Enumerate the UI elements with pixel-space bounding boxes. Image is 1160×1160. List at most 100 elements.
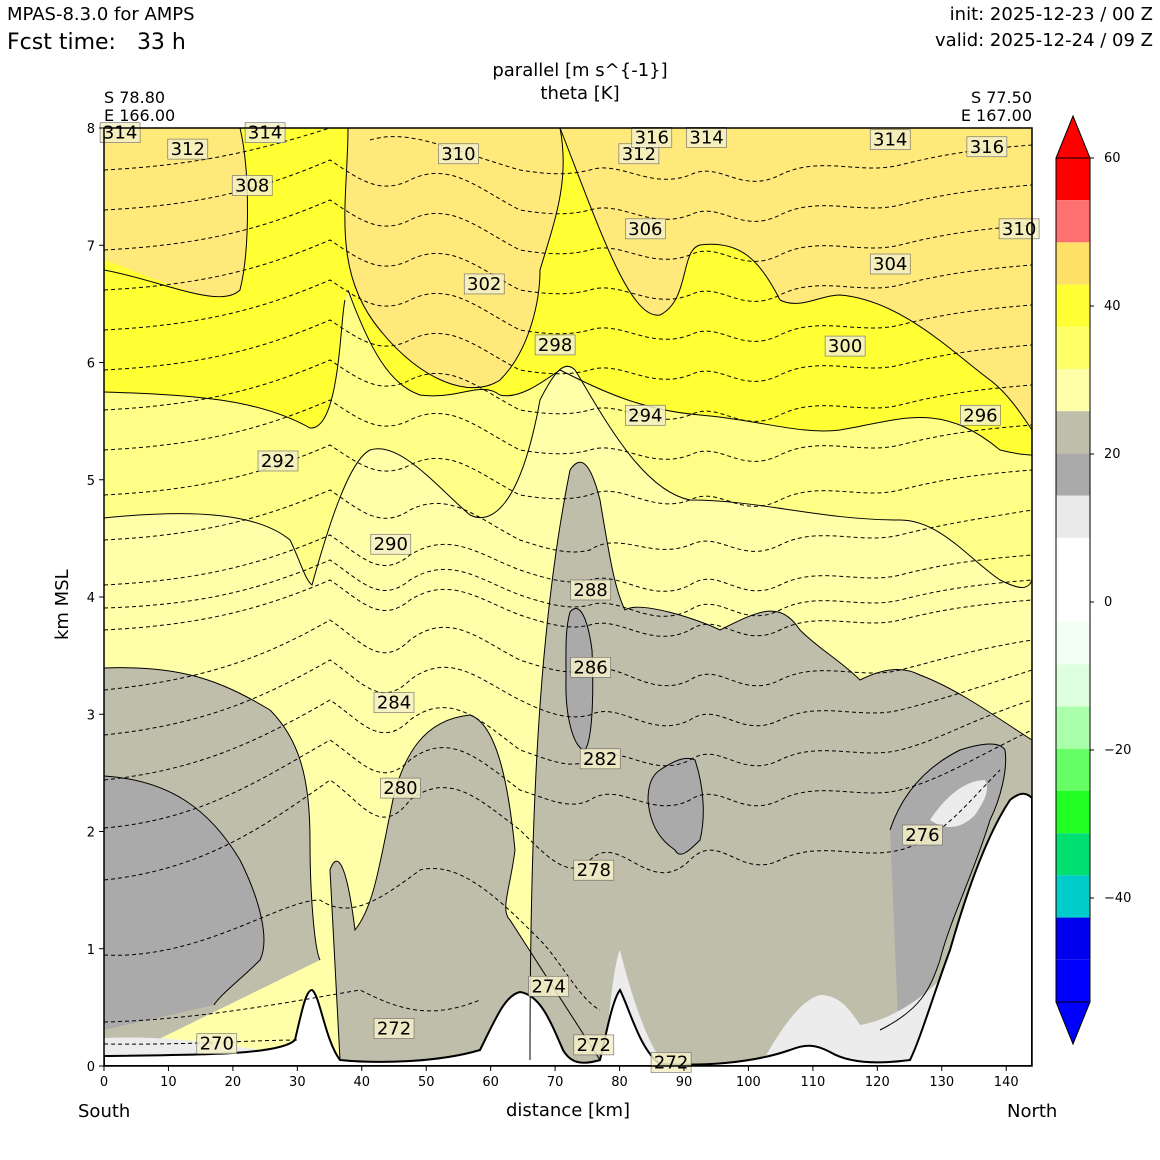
colorbar-swatch (1056, 748, 1090, 791)
colorbar-tick-label: −40 (1104, 891, 1131, 906)
theta-label-box (380, 777, 421, 799)
x-tick-label: 130 (929, 1075, 954, 1090)
theta-label: 274 (531, 976, 565, 997)
theta-label: 316 (970, 137, 1004, 158)
y-tick-label: 6 (87, 357, 95, 372)
colorbar-swatch (1056, 875, 1090, 918)
theta-label: 286 (573, 657, 607, 678)
theta-label: 292 (261, 451, 295, 472)
theta-label-box (528, 975, 569, 997)
theta-label-box (869, 129, 911, 151)
theta-label-box (625, 218, 666, 240)
theta-label: 272 (654, 1052, 688, 1073)
colorbar-swatch (1056, 242, 1090, 285)
theta-label: 308 (235, 175, 269, 196)
x-axis: 0 10 20 30 40 50 60 70 80 90 100 110 120 130 140 (100, 1066, 1019, 1090)
colorbar-swatch (1056, 706, 1090, 749)
theta-label: 314 (873, 130, 907, 151)
x-tick-label: 60 (482, 1075, 499, 1090)
theta-label-box (625, 404, 666, 426)
colorbar-min-arrow (1055, 1001, 1091, 1046)
colorbar-swatch (1056, 833, 1090, 876)
wind-fill-16-north (830, 744, 1006, 1066)
theta-label: 314 (689, 127, 723, 148)
theta-label: 288 (573, 580, 607, 601)
theta-label-box (370, 533, 412, 555)
colorbar: 60 40 20 0 −20 −40 (1055, 114, 1131, 1046)
colorbar-tick-label: 40 (1104, 299, 1121, 314)
end-lon: E 167.00 (960, 106, 1032, 125)
y-tick-label: 8 (87, 122, 95, 137)
theta-label-box (373, 1018, 415, 1039)
theta-label: 272 (577, 1035, 611, 1056)
colorbar-swatch (1056, 917, 1090, 960)
colorbar-swatch (1056, 537, 1090, 580)
colorbar-swatch (1056, 411, 1090, 454)
colorbar-swatch (1056, 791, 1090, 834)
colorbar-tick-label: −20 (1104, 743, 1131, 758)
y-tick-label: 0 (87, 1060, 95, 1075)
forecast-time-label: Fcst time: (7, 30, 116, 55)
colorbar-swatch (1056, 200, 1090, 243)
colorbar-swatch (1056, 158, 1090, 201)
y-tick-label: 5 (87, 474, 95, 489)
theta-label: 310 (441, 144, 475, 165)
theta-label: 272 (377, 1018, 411, 1039)
theta-label: 270 (200, 1034, 234, 1055)
theta-label-box (231, 175, 273, 196)
colorbar-swatch (1056, 622, 1090, 665)
forecast-time-value: 33 h (136, 30, 186, 55)
wind-fill-16-south (104, 776, 264, 1030)
theta-label: 284 (377, 693, 411, 714)
chart-title: parallel [m s^{-1}] (492, 60, 668, 81)
theta-isolines (104, 128, 1032, 1045)
theta-label-box (373, 692, 415, 713)
colorbar-tick-label: 0 (1104, 595, 1112, 610)
y-tick-label: 3 (87, 708, 95, 723)
x-axis-label: distance [km] (506, 1100, 630, 1121)
theta-label: 296 (963, 405, 997, 426)
colorbar-swatch (1056, 326, 1090, 369)
north-label: North (1007, 1101, 1058, 1122)
x-tick-label: 100 (736, 1075, 761, 1090)
theta-label-box (869, 253, 911, 275)
theta-label-box (463, 273, 505, 295)
x-tick-label: 90 (676, 1075, 693, 1090)
south-label: South (78, 1101, 131, 1122)
valid-time: valid: 2025-12-24 / 09 Z (935, 30, 1153, 51)
theta-label-box (438, 143, 479, 165)
chart-subtitle: theta [K] (540, 83, 620, 104)
theta-label-box (579, 748, 621, 770)
theta-label-box (196, 1033, 238, 1055)
x-tick-label: 10 (160, 1075, 177, 1090)
start-lon: E 166.00 (104, 106, 176, 125)
theta-label: 280 (383, 778, 417, 799)
x-tick-label: 0 (100, 1075, 108, 1090)
end-lat: S 77.50 (970, 88, 1032, 107)
theta-label-box (570, 579, 611, 601)
x-tick-label: 40 (354, 1075, 371, 1090)
theta-label-box (824, 335, 866, 357)
colorbar-swatch (1056, 664, 1090, 707)
forecast-time: Fcst time: 33 h (7, 30, 186, 55)
y-tick-label: 4 (87, 591, 95, 606)
theta-label: 300 (828, 336, 862, 357)
x-tick-label: 140 (994, 1075, 1019, 1090)
colorbar-swatch (1056, 959, 1090, 1002)
x-tick-label: 20 (225, 1075, 242, 1090)
x-tick-label: 120 (865, 1075, 890, 1090)
start-lat: S 78.80 (104, 88, 166, 107)
theta-label: 278 (577, 860, 611, 881)
colorbar-swatch (1056, 453, 1090, 496)
init-time: init: 2025-12-23 / 00 Z (949, 4, 1153, 25)
theta-label-box (998, 218, 1040, 240)
colorbar-tick-label: 60 (1104, 151, 1121, 166)
wind-fill-20 (104, 462, 1032, 1066)
colorbar-swatch (1056, 580, 1090, 623)
x-tick-label: 30 (289, 1075, 306, 1090)
theta-label-box (573, 1034, 615, 1056)
theta-label-box (966, 136, 1008, 158)
theta-labels: 270 272 272 272 274 276 278 280 282 284 286 288 290 2… (99, 122, 1040, 1073)
theta-label-box (573, 859, 615, 881)
